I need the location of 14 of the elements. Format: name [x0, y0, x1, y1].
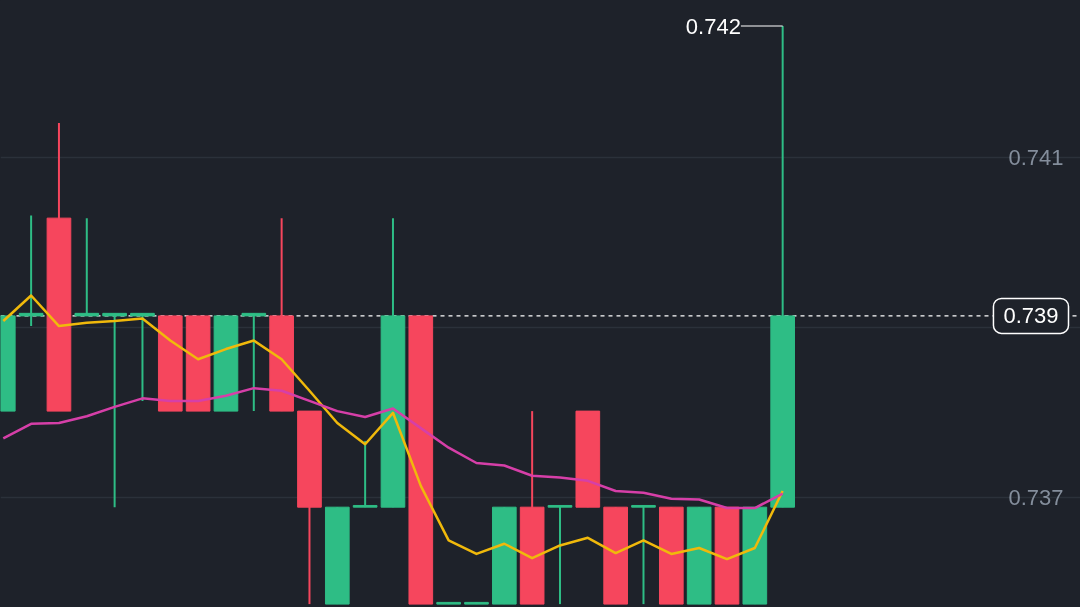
candlestick [547, 504, 573, 606]
line-series [2, 386, 784, 510]
candlestick [631, 504, 656, 606]
line-series [2, 294, 784, 561]
candlestick [130, 312, 155, 402]
y-tick-label: 0.737 [1008, 485, 1064, 511]
candlestick [18, 214, 44, 328]
annotation: 0.742 [685, 13, 741, 39]
ref-line-label: 0.739 [1003, 303, 1059, 329]
candlestick [102, 312, 127, 509]
candlestick [352, 439, 378, 509]
candlestick [241, 312, 267, 413]
y-tick-label: 0.741 [1008, 145, 1064, 171]
candlestick [74, 217, 100, 317]
